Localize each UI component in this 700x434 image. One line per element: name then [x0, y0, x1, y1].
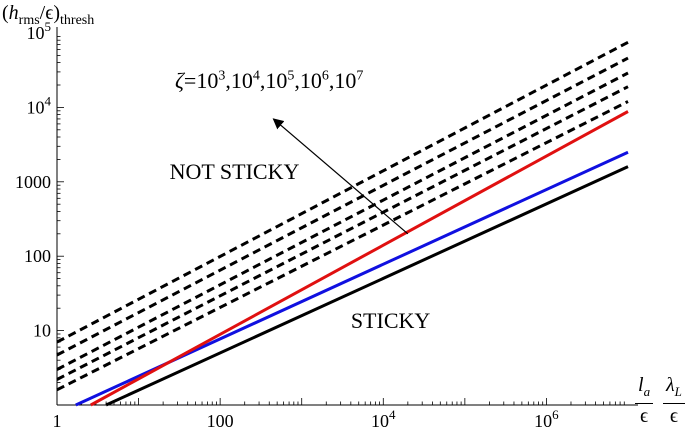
zeta-value: 104: [230, 68, 260, 93]
y-axis-label: (hrms/ϵ)thresh: [2, 2, 95, 28]
y-tick-label: 104: [27, 93, 52, 117]
series-line-black-dashed-4: [56, 56, 629, 357]
x-tick-label: 100: [207, 411, 234, 431]
y-tick-label: 100: [24, 246, 51, 266]
zeta-arrow: [272, 118, 409, 235]
zeta-value: 107: [334, 68, 364, 93]
x-tick-label: 104: [371, 407, 396, 431]
zeta-annotation: ζ=103,104,105,106,107: [175, 68, 364, 93]
series-line-black-solid: [105, 165, 629, 407]
series-line-red-solid: [90, 110, 629, 407]
annotation-layer: [272, 118, 409, 235]
y-tick-label: 1000: [15, 172, 51, 192]
x-tick-label: 106: [534, 407, 559, 431]
region-label-sticky: STICKY: [350, 308, 431, 334]
zeta-value: 103: [196, 68, 226, 93]
x-tick-label: 1: [53, 411, 62, 431]
x-label-frac-lambda: λL ϵ: [663, 374, 685, 428]
y-tick-label: 10: [33, 321, 51, 341]
series-line-black-dashed-2: [56, 85, 629, 381]
region-label-not-sticky: NOT STICKY: [169, 159, 300, 185]
series-line-black-dashed-5: [56, 40, 629, 344]
series-line-black-dashed-1: [56, 100, 629, 392]
series-layer: [56, 40, 629, 407]
zeta-value: 106: [299, 68, 329, 93]
zeta-value: 105: [265, 68, 295, 93]
x-label-frac-la: la ϵ: [635, 374, 654, 428]
series-line-black-dashed-3: [56, 71, 629, 371]
